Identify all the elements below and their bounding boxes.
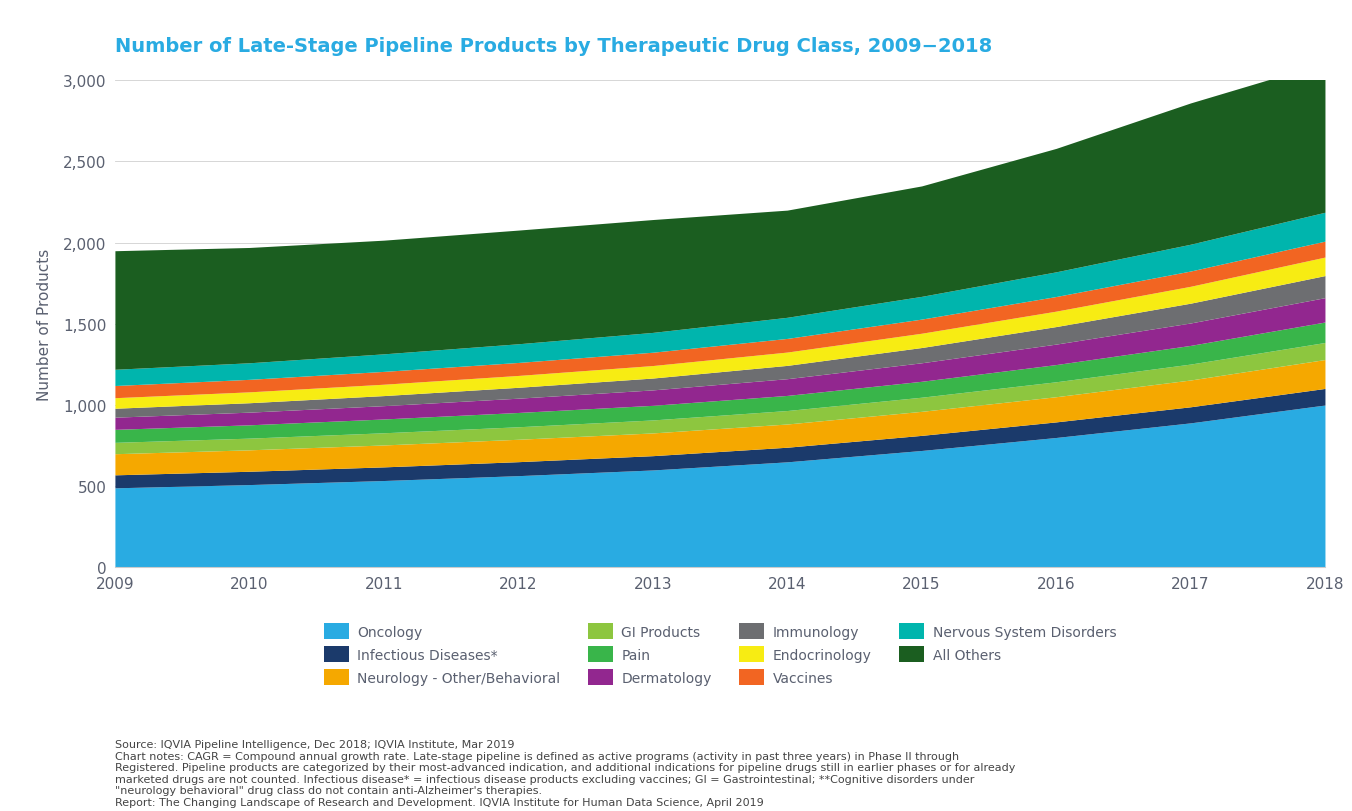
Legend: Oncology, Infectious Diseases*, Neurology - Other/Behavioral, GI Products, Pain,: Oncology, Infectious Diseases*, Neurolog… bbox=[323, 624, 1117, 685]
Text: Number of Late-Stage Pipeline Products by Therapeutic Drug Class, 2009−2018: Number of Late-Stage Pipeline Products b… bbox=[115, 36, 992, 55]
Y-axis label: Number of Products: Number of Products bbox=[37, 248, 51, 401]
Text: Source: IQVIA Pipeline Intelligence, Dec 2018; IQVIA Institute, Mar 2019
Chart n: Source: IQVIA Pipeline Intelligence, Dec… bbox=[115, 739, 1015, 807]
